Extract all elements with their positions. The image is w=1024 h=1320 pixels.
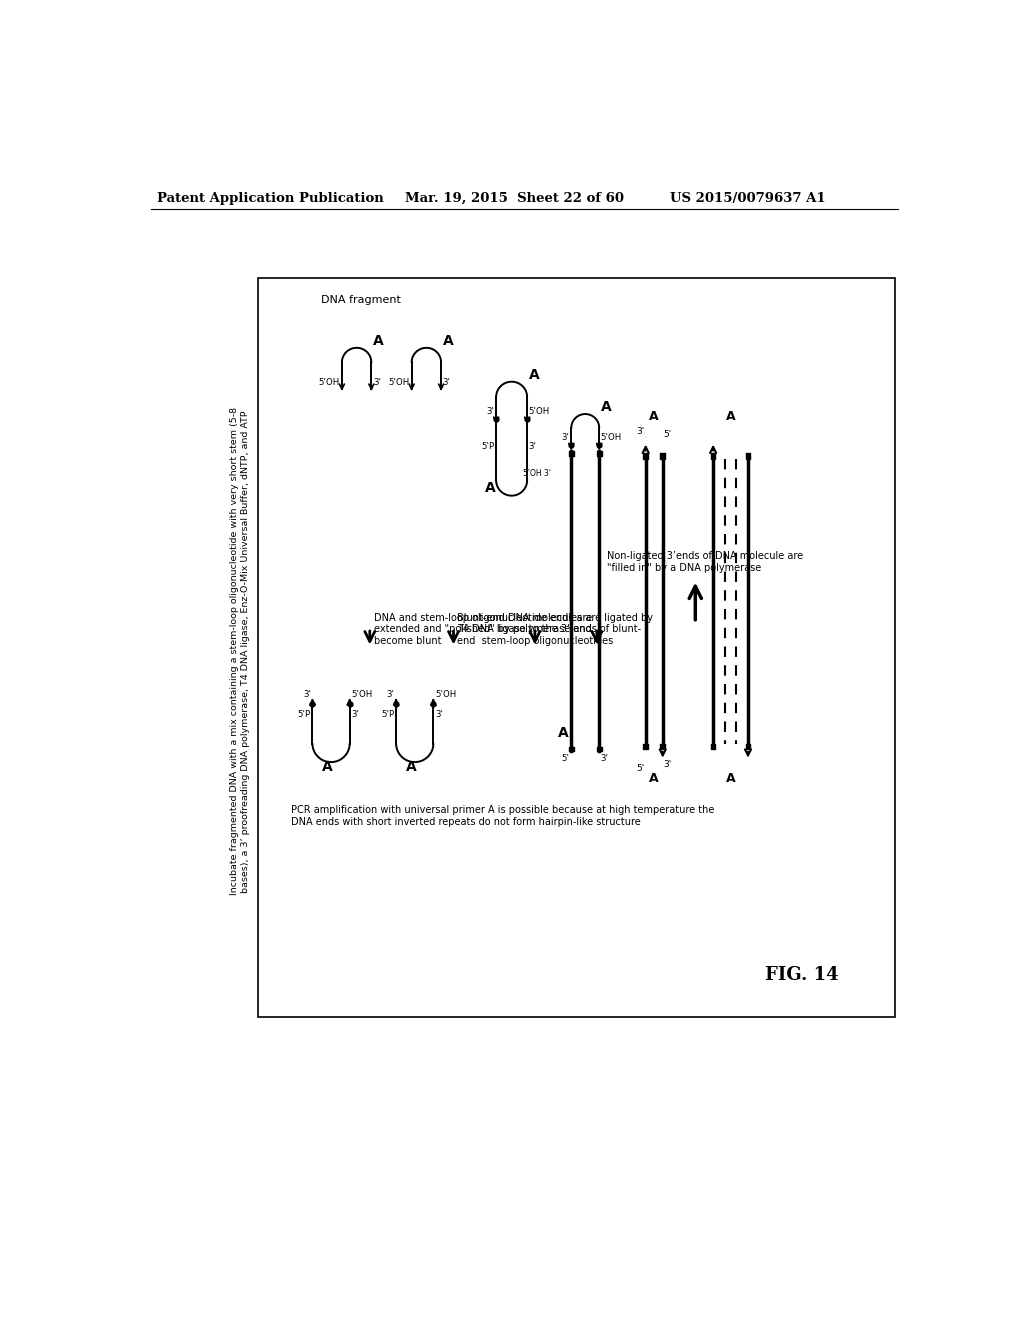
Text: 3': 3' [387, 690, 394, 700]
Text: 3': 3' [528, 442, 537, 451]
Text: 3': 3' [562, 433, 569, 442]
Text: A: A [558, 726, 569, 741]
Text: 5'OH: 5'OH [351, 690, 373, 700]
Text: 3': 3' [303, 690, 311, 700]
Text: 3': 3' [486, 407, 495, 416]
Text: 5': 5' [562, 754, 569, 763]
Text: 5'P: 5'P [481, 442, 495, 451]
Text: 3': 3' [601, 754, 608, 763]
Text: 5'P: 5'P [382, 710, 394, 719]
Text: Incubate fragmented DNA with a mix containing a stem-loop oligonucleotide with v: Incubate fragmented DNA with a mix conta… [230, 407, 240, 895]
Text: 5': 5' [664, 430, 672, 440]
Text: 5'OH: 5'OH [388, 378, 410, 387]
Text: FIG. 14: FIG. 14 [765, 966, 839, 983]
Text: 5'P: 5'P [298, 710, 311, 719]
Text: 3': 3' [435, 710, 443, 719]
Text: 5'OH: 5'OH [318, 378, 340, 387]
Text: A: A [601, 400, 611, 414]
Text: A: A [442, 334, 454, 347]
Text: PCR amplification with universal primer A is possible because at high temperatur: PCR amplification with universal primer … [291, 805, 714, 826]
Text: 5'OH: 5'OH [528, 407, 550, 416]
Text: bases), a 3’ proofreading DNA polymerase, T4 DNA ligase, Enz-O-Mix Universal Buf: bases), a 3’ proofreading DNA polymerase… [242, 411, 250, 892]
Text: Mar. 19, 2015  Sheet 22 of 60: Mar. 19, 2015 Sheet 22 of 60 [406, 191, 625, 205]
Text: 5': 5' [636, 764, 644, 774]
Text: US 2015/0079637 A1: US 2015/0079637 A1 [671, 191, 826, 205]
Text: A: A [528, 368, 540, 381]
Bar [258, 277, 895, 1016]
Text: A: A [373, 334, 384, 347]
Text: 5'OH 3': 5'OH 3' [523, 470, 551, 478]
Text: 3': 3' [373, 378, 381, 387]
Text: A: A [649, 411, 659, 424]
Text: DNA and stem-loop oligonucleotide ends are
extended and "polished" by polymerase: DNA and stem-loop oligonucleotide ends a… [374, 612, 592, 645]
Text: A: A [406, 760, 416, 775]
Text: DNA fragment: DNA fragment [321, 296, 400, 305]
Text: 5'OH: 5'OH [601, 433, 622, 442]
Text: 3': 3' [636, 428, 644, 436]
Text: 3': 3' [351, 710, 359, 719]
Text: Patent Application Publication: Patent Application Publication [158, 191, 384, 205]
Text: 5'OH: 5'OH [435, 690, 456, 700]
Text: A: A [726, 411, 735, 424]
Text: A: A [322, 760, 333, 775]
Text: A: A [726, 772, 735, 785]
Text: A: A [485, 480, 496, 495]
Text: Blunt-end DNA molecules are ligated by
T4 DNA ligase to the 3’ ends of blunt-
en: Blunt-end DNA molecules are ligated by T… [458, 612, 653, 645]
Text: 3': 3' [664, 760, 672, 768]
Text: Non-ligated 3’ends of DNA molecule are
"filled in" by a DNA polymerase: Non-ligated 3’ends of DNA molecule are "… [607, 552, 803, 573]
Text: 3': 3' [442, 378, 451, 387]
Text: A: A [649, 772, 659, 785]
